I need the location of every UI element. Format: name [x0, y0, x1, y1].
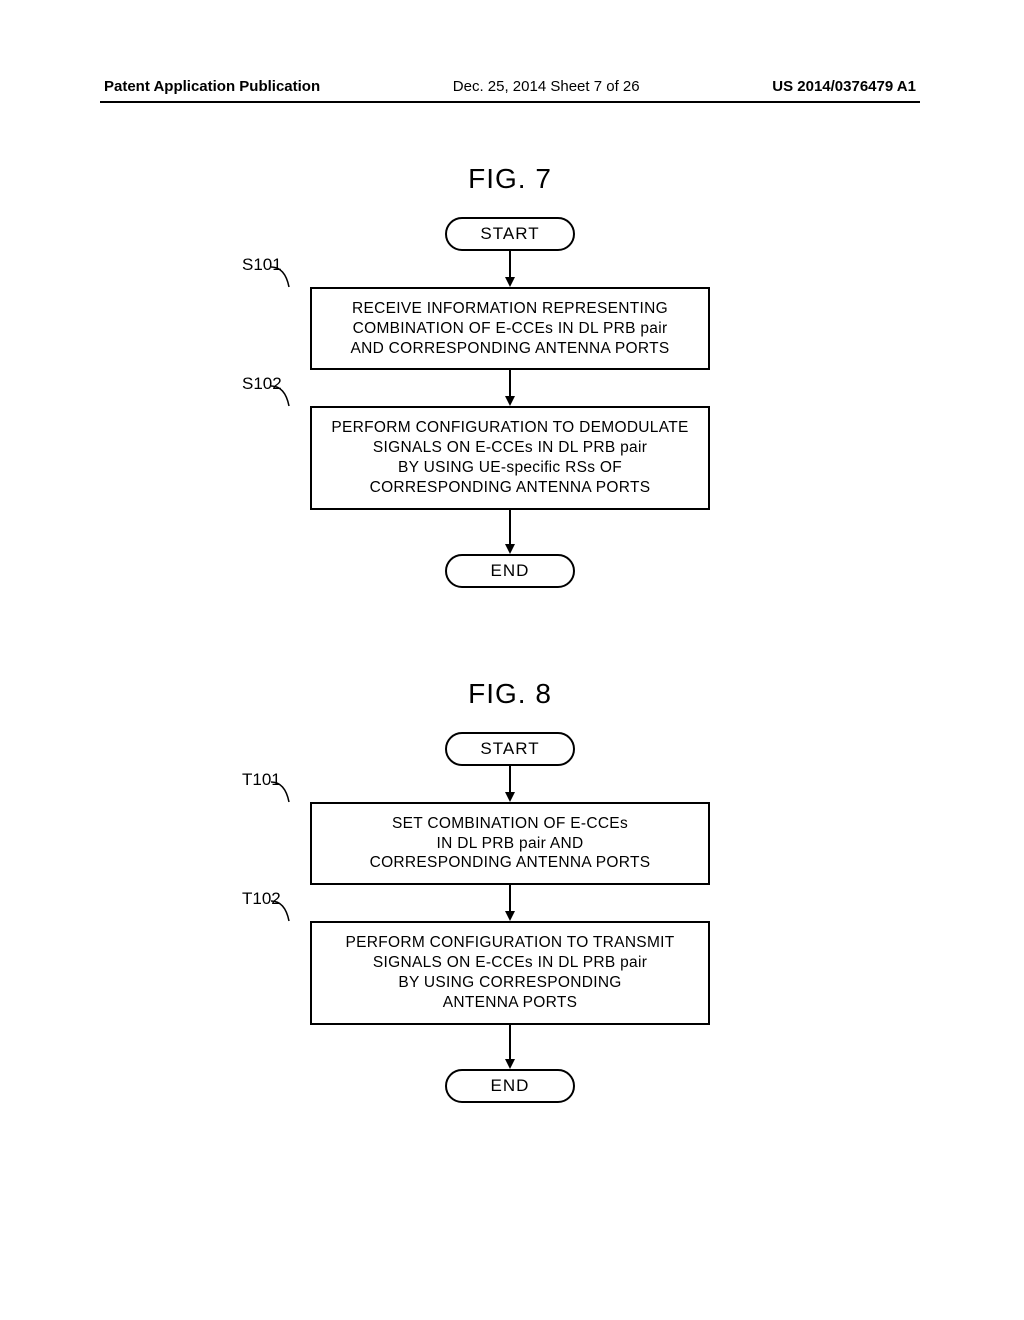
header-sheet-info: Dec. 25, 2014 Sheet 7 of 26: [453, 78, 640, 95]
arrow-down-icon: [503, 766, 517, 802]
fig8-t102-box: PERFORM CONFIGURATION TO TRANSMIT SIGNAL…: [310, 921, 710, 1024]
header-pub-number: US 2014/0376479 A1: [772, 78, 916, 95]
fig7-flow: START S101 RECEIVE INFORMATION REPRESENT…: [280, 217, 740, 588]
fig7-s101-text: RECEIVE INFORMATION REPRESENTING COMBINA…: [350, 300, 669, 357]
fig7-start: START: [445, 217, 575, 251]
fig8-title: FIG. 8: [280, 678, 740, 710]
arrow-down-icon: [503, 370, 517, 406]
fig7-s101-box: RECEIVE INFORMATION REPRESENTING COMBINA…: [310, 287, 710, 370]
fig8-t101-text: SET COMBINATION OF E-CCEs IN DL PRB pair…: [370, 815, 651, 872]
figure-8: FIG. 8 START T101 SET COMBINATION OF E-C…: [280, 678, 740, 1103]
fig8-end: END: [445, 1069, 575, 1103]
label-connector-icon: [271, 899, 301, 923]
fig8-t101-box: SET COMBINATION OF E-CCEs IN DL PRB pair…: [310, 802, 710, 885]
arrow-down-icon: [503, 1025, 517, 1069]
fig7-s102-box: PERFORM CONFIGURATION TO DEMODULATE SIGN…: [310, 406, 710, 509]
arrow-gap: [280, 1025, 740, 1069]
label-connector-icon: [271, 265, 301, 289]
fig7-s102-text: PERFORM CONFIGURATION TO DEMODULATE SIGN…: [331, 419, 688, 495]
page-container: Patent Application Publication Dec. 25, …: [100, 78, 920, 1193]
arrow-gap: S101: [280, 251, 740, 287]
arrow-gap: T101: [280, 766, 740, 802]
fig7-end: END: [445, 554, 575, 588]
header-rule: [100, 101, 920, 103]
patent-header: Patent Application Publication Dec. 25, …: [100, 78, 920, 101]
arrow-gap: [280, 510, 740, 554]
label-connector-icon: [271, 780, 301, 804]
header-publication: Patent Application Publication: [104, 78, 320, 95]
arrow-down-icon: [503, 251, 517, 287]
arrow-gap: T102: [280, 885, 740, 921]
fig8-t102-text: PERFORM CONFIGURATION TO TRANSMIT SIGNAL…: [345, 934, 674, 1010]
label-connector-icon: [271, 384, 301, 408]
fig8-start: START: [445, 732, 575, 766]
arrow-down-icon: [503, 885, 517, 921]
arrow-down-icon: [503, 510, 517, 554]
figure-7: FIG. 7 START S101 RECEIVE INFORMATION RE…: [280, 163, 740, 588]
fig8-flow: START T101 SET COMBINATION OF E-CCEs IN …: [280, 732, 740, 1103]
fig7-title: FIG. 7: [280, 163, 740, 195]
arrow-gap: S102: [280, 370, 740, 406]
